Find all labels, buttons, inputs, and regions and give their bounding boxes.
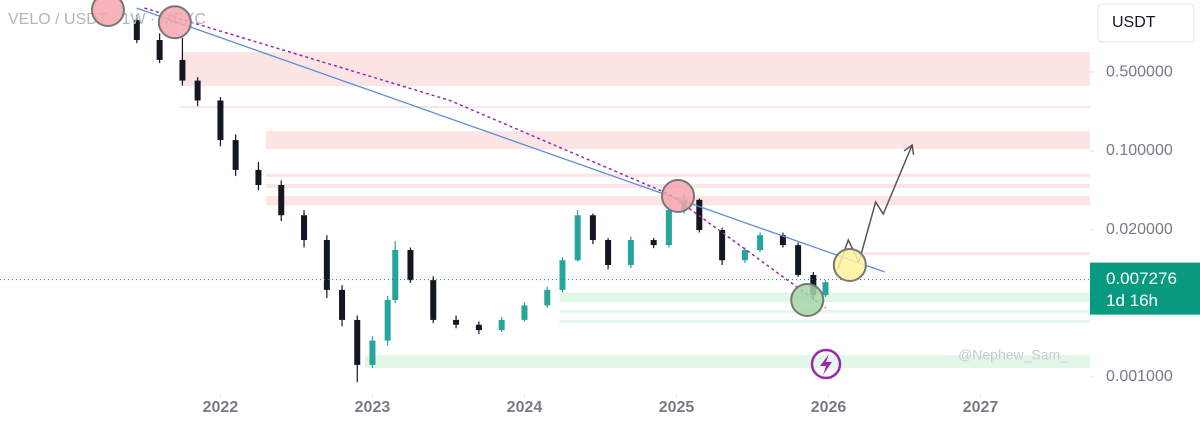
candle-body: [544, 289, 551, 306]
zone: [266, 131, 1090, 150]
candle-body: [384, 300, 391, 341]
zone: [364, 355, 1091, 369]
currency-button[interactable]: [1097, 3, 1195, 43]
zone: [180, 106, 1090, 109]
y-tick-label: 0.100000: [1106, 142, 1173, 159]
candle-body: [650, 240, 657, 246]
candle-body: [354, 319, 361, 365]
candle-body: [521, 305, 528, 320]
candle-body: [232, 140, 239, 170]
highlight-circle: [90, 0, 125, 27]
candle-body: [574, 215, 581, 261]
highlight-circle: [661, 178, 696, 213]
projection: [836, 144, 913, 270]
candle-body: [217, 100, 224, 141]
candle-body: [323, 240, 330, 290]
candle-body: [156, 40, 163, 60]
currency-label: USDT: [1112, 14, 1156, 31]
zone: [839, 252, 1090, 256]
candle-body: [392, 250, 399, 301]
countdown-label: 1d 16h: [1106, 291, 1158, 310]
price-box: [1090, 262, 1200, 315]
candle-body: [369, 340, 376, 365]
zone: [559, 310, 1090, 313]
candle-body: [589, 215, 596, 241]
watermark: @Nephew_Sam_: [958, 347, 1068, 363]
x-tick-label: 2023: [355, 399, 391, 416]
candle-body: [255, 169, 262, 186]
candle-body: [194, 80, 201, 101]
candle-body: [179, 59, 186, 81]
candle-body: [779, 235, 786, 246]
zone: [559, 292, 1090, 303]
candle-body: [605, 240, 612, 265]
candle-body: [301, 215, 308, 241]
candle-body: [278, 185, 285, 216]
candle-body: [407, 250, 414, 281]
zone: [180, 52, 1090, 87]
zone: [266, 173, 1090, 177]
trendline: [136, 7, 885, 273]
x-tick-label: 2024: [507, 399, 543, 416]
candle-body: [453, 319, 460, 325]
highlight-circle: [832, 247, 867, 282]
candle-body: [430, 280, 437, 320]
candle-body: [498, 319, 505, 331]
y-tick-label: 0.020000: [1106, 221, 1173, 238]
y-tick-label: 0.001000: [1106, 368, 1173, 385]
y-tick-label: 0.500000: [1106, 63, 1173, 80]
candle-body: [627, 240, 634, 265]
candle-body: [133, 20, 140, 41]
candle-body: [719, 229, 726, 261]
candle-body: [741, 250, 748, 261]
x-tick-label: 2027: [963, 399, 999, 416]
lightning-icon: [810, 348, 842, 380]
zone: [559, 319, 1090, 324]
candle-body: [822, 282, 829, 296]
x-tick-label: 2026: [811, 399, 847, 416]
highlight-circle: [790, 283, 825, 318]
candle-body: [665, 210, 672, 246]
arrowhead: [903, 143, 915, 156]
x-tick-label: 2022: [203, 399, 239, 416]
highlight-circle: [157, 5, 192, 40]
candle-body: [757, 235, 764, 251]
x-tick-label: 2025: [659, 399, 695, 416]
plot: [0, 7, 1094, 398]
price-label: 0.007276: [1106, 269, 1177, 288]
candle-body: [339, 289, 346, 320]
candle-body: [559, 260, 566, 290]
candle-body: [795, 245, 802, 275]
candle-body: [475, 324, 482, 331]
curve: [144, 7, 826, 309]
